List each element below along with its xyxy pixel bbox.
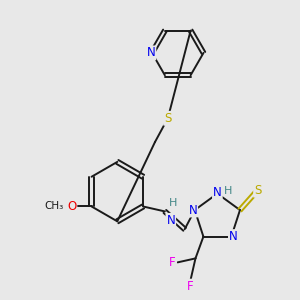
Text: N: N (167, 214, 175, 227)
Text: H: H (224, 186, 232, 196)
Text: F: F (187, 280, 194, 292)
Text: N: N (147, 46, 155, 59)
Text: S: S (254, 184, 262, 197)
Text: O: O (67, 200, 76, 213)
Text: CH₃: CH₃ (44, 202, 64, 212)
Text: N: N (229, 230, 238, 243)
Text: N: N (213, 186, 222, 199)
Text: F: F (169, 256, 176, 269)
Text: N: N (188, 203, 197, 217)
Text: S: S (164, 112, 172, 125)
Text: H: H (169, 199, 177, 208)
